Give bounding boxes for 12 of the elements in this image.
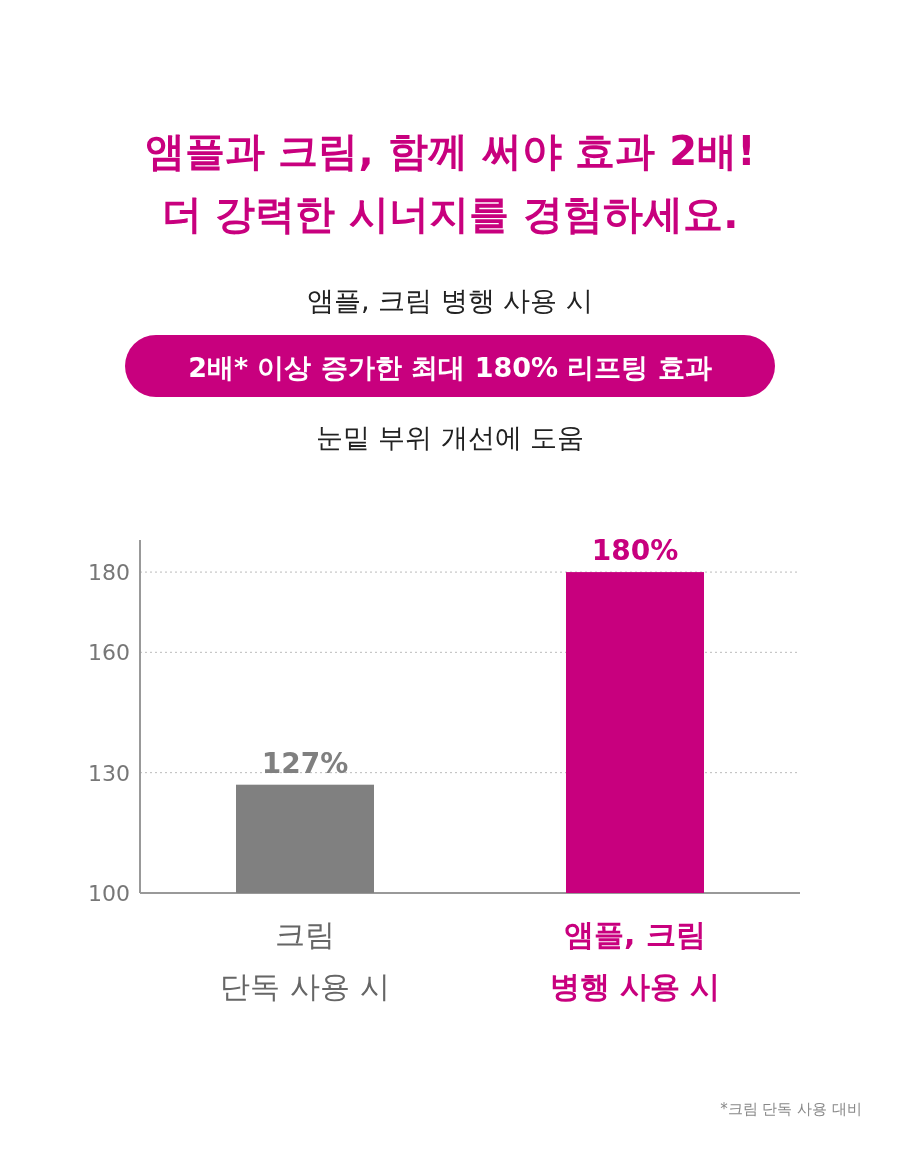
y-tick-label: 100 (88, 881, 130, 906)
y-tick-label: 130 (88, 760, 130, 786)
text: 눈밑 부위 개선에 도움 (315, 422, 585, 453)
x-tick-label: 크림 단독 사용 시 (220, 917, 390, 1004)
data-label: 127% (261, 746, 349, 780)
chart-subtitle: 앰플, 크림 병행 사용 시 (307, 285, 593, 316)
chart-title: 앰플과 크림, 함께 써야 효과 2배! 더 강력한 시너지를 경험하세요. (144, 128, 756, 237)
text: *크림 단독 사용 대비 (720, 1100, 862, 1118)
text: 2배* 이상 증가한 최대 180% 리프팅 효과 (188, 352, 712, 383)
y-tick-label: 180 (88, 560, 130, 586)
y-tick-label: 160 (88, 640, 130, 666)
data-label: 180% (591, 534, 679, 568)
